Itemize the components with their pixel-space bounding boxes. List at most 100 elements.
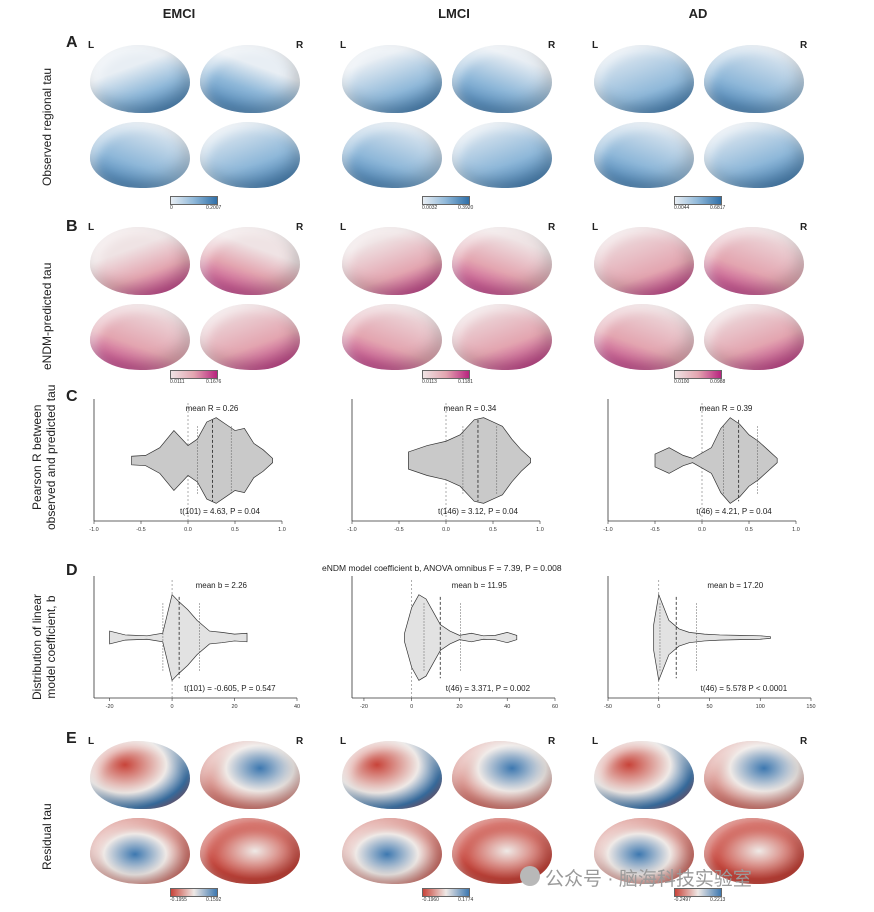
brain-medial-right bbox=[704, 122, 804, 188]
row-label-d-line1: Distribution of linear bbox=[30, 593, 44, 700]
x-tick-label: -20 bbox=[106, 704, 114, 710]
violin-plot-c-2: -1.0 -0.5 0.0 0.5 1.0 mean R = 0.34 t(146) = 3… bbox=[347, 399, 544, 533]
row-label-b: eNDM-predicted tau bbox=[40, 262, 54, 370]
colorbar-min-label: -0.1960 bbox=[422, 897, 439, 903]
row-label-a: Observed regional tau bbox=[40, 67, 54, 186]
x-tick-label: 60 bbox=[552, 704, 558, 710]
violin-plot-d-2: -20 0 20 40 60 mean b = 11.95 t(46) = 3.371, P… bbox=[351, 576, 558, 710]
hemisphere-label-right: R bbox=[548, 736, 556, 747]
brain-medial-right bbox=[704, 304, 804, 370]
violin-body bbox=[109, 593, 248, 682]
hemisphere-label-right: R bbox=[800, 736, 808, 747]
mean-label: mean b = 17.20 bbox=[707, 581, 763, 590]
colorbar-max-label: 0.3920 bbox=[458, 205, 474, 211]
brain-lateral-right bbox=[452, 227, 552, 295]
hemisphere-label-right: R bbox=[800, 222, 808, 233]
mean-label: mean R = 0.39 bbox=[700, 404, 753, 413]
violin-plot-d-3: -50 0 50 100 150 mean b = 17.20 t(46) = 5.578 … bbox=[604, 576, 816, 710]
colorbar-max-label: 0.1592 bbox=[206, 897, 222, 903]
hemisphere-label-right: R bbox=[548, 40, 556, 51]
hemisphere-label-left: L bbox=[592, 222, 599, 233]
hemisphere-label-left: L bbox=[592, 736, 599, 747]
hemisphere-label-right: R bbox=[800, 40, 808, 51]
test-statistic-label: t(46) = 4.21, P = 0.04 bbox=[696, 507, 772, 516]
colorbar bbox=[422, 196, 470, 205]
violin-plot-d-1: -20 0 20 40 mean b = 2.26 t(101) = -0.605, P … bbox=[93, 576, 300, 710]
colorbar bbox=[674, 196, 722, 205]
panel-letter-b: B bbox=[66, 218, 78, 235]
x-tick-label: 0.5 bbox=[489, 527, 497, 533]
anova-caption: eNDM model coefficient b, ANOVA omnibus … bbox=[322, 563, 562, 573]
brain-lateral-left bbox=[90, 45, 190, 113]
test-statistic-label: t(101) = 4.63, P = 0.04 bbox=[180, 507, 260, 516]
x-tick-label: -50 bbox=[604, 704, 612, 710]
brain-lateral-right bbox=[704, 227, 804, 295]
watermark-text: 公众号 · 脑海科技实验室 bbox=[545, 869, 752, 890]
hemisphere-label-right: R bbox=[548, 222, 556, 233]
x-tick-label: 150 bbox=[806, 704, 815, 710]
x-tick-label: -20 bbox=[360, 704, 368, 710]
row-label-c: Pearson R between observed and predicted… bbox=[30, 385, 58, 530]
brain-lateral-right bbox=[704, 45, 804, 113]
mean-label: mean b = 11.95 bbox=[452, 581, 508, 590]
brain-lateral-right bbox=[704, 741, 804, 809]
x-tick-label: 0.5 bbox=[231, 527, 239, 533]
colorbar bbox=[674, 888, 722, 897]
violin-plot-c-3: -1.0 -0.5 0.0 0.5 1.0 mean R = 0.39 t(46) = 4.… bbox=[603, 399, 800, 533]
hemisphere-label-left: L bbox=[88, 222, 95, 233]
test-statistic-label: t(46) = 3.371, P = 0.002 bbox=[446, 684, 531, 693]
brain-medial-left bbox=[90, 122, 190, 188]
x-tick-label: 1.0 bbox=[792, 527, 800, 533]
brain-lateral-left bbox=[594, 227, 694, 295]
column-title-ad: AD bbox=[688, 6, 708, 21]
brain-medial-left bbox=[90, 304, 190, 370]
x-tick-label: -1.0 bbox=[347, 527, 356, 533]
row-label-d: Distribution of linear model coefficient… bbox=[30, 594, 58, 700]
colorbar bbox=[674, 370, 722, 379]
colorbar-max-label: 0.2213 bbox=[710, 897, 726, 903]
brain-medial-left bbox=[594, 818, 694, 884]
hemisphere-label-left: L bbox=[88, 736, 95, 747]
brain-lateral-right bbox=[200, 741, 300, 809]
colorbar-min-label: -0.2497 bbox=[674, 897, 691, 903]
row-label-c-line1: Pearson R between bbox=[30, 404, 44, 510]
brain-medial-left bbox=[594, 122, 694, 188]
colorbar-max-label: 0.1676 bbox=[206, 379, 222, 385]
panel-letter-e: E bbox=[66, 730, 77, 747]
colorbar bbox=[170, 196, 218, 205]
wechat-logo-icon bbox=[520, 866, 540, 886]
x-tick-label: 1.0 bbox=[278, 527, 286, 533]
test-statistic-label: t(46) = 5.578 P < 0.0001 bbox=[701, 684, 788, 693]
hemisphere-label-right: R bbox=[296, 736, 304, 747]
row-label-c-line2: observed and predicted tau bbox=[44, 384, 58, 530]
brain-medial-left bbox=[594, 304, 694, 370]
x-tick-label: 1.0 bbox=[536, 527, 544, 533]
x-tick-label: -0.5 bbox=[650, 527, 659, 533]
x-tick-label: 0 bbox=[410, 704, 413, 710]
brain-lateral-right bbox=[452, 741, 552, 809]
hemisphere-label-left: L bbox=[340, 222, 347, 233]
panel-letter-c: C bbox=[66, 388, 78, 405]
colorbar bbox=[170, 888, 218, 897]
violin-body bbox=[131, 417, 273, 504]
x-tick-label: 40 bbox=[294, 704, 300, 710]
mean-label: mean R = 0.34 bbox=[444, 404, 497, 413]
x-tick-label: -1.0 bbox=[603, 527, 612, 533]
x-tick-label: 0.0 bbox=[184, 527, 192, 533]
colorbar bbox=[170, 370, 218, 379]
brain-medial-right bbox=[452, 122, 552, 188]
brain-medial-right bbox=[452, 304, 552, 370]
hemisphere-label-left: L bbox=[340, 40, 347, 51]
x-tick-label: 40 bbox=[504, 704, 510, 710]
violin-body bbox=[653, 593, 771, 682]
x-tick-label: -0.5 bbox=[136, 527, 145, 533]
brain-medial-left bbox=[342, 818, 442, 884]
brain-lateral-left bbox=[90, 741, 190, 809]
x-tick-label: 100 bbox=[756, 704, 765, 710]
violin-body bbox=[408, 417, 531, 504]
brain-lateral-left bbox=[90, 227, 190, 295]
brain-lateral-left bbox=[342, 741, 442, 809]
column-title-lmci: LMCI bbox=[438, 6, 470, 21]
colorbar-max-label: 0.2007 bbox=[206, 205, 222, 211]
brain-lateral-left bbox=[342, 227, 442, 295]
